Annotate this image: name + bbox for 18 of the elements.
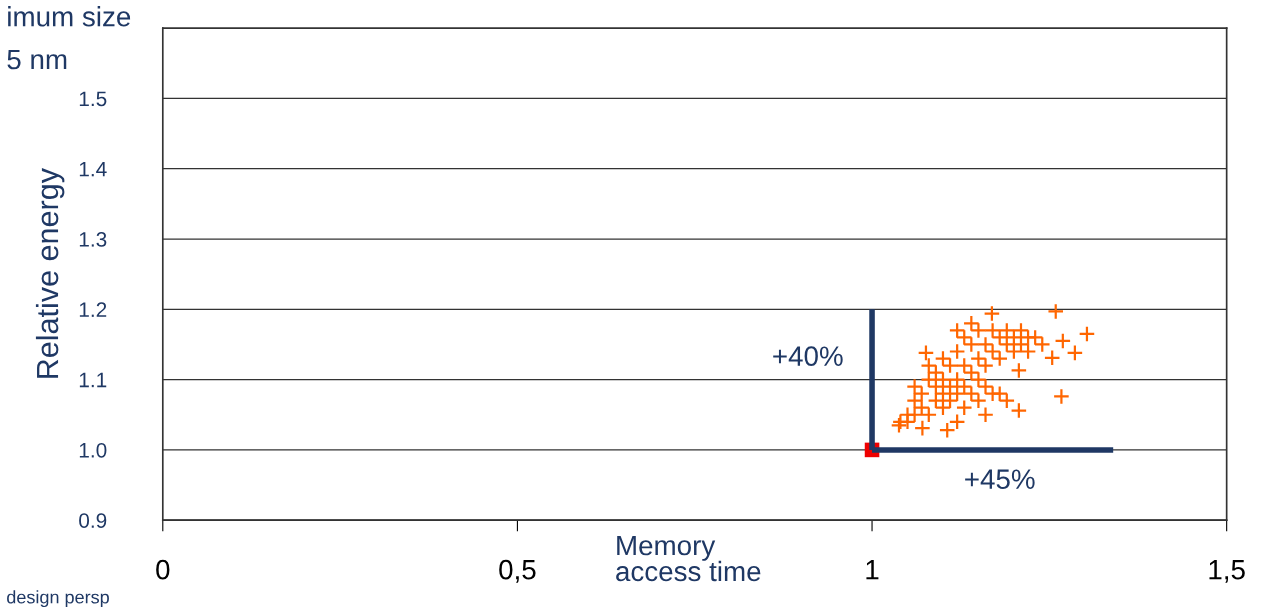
y-tick-label: 1.0 <box>79 442 107 458</box>
x-tick-label: 0,5 <box>499 559 536 583</box>
text: design persp <box>7 590 109 608</box>
y-tick-label: 1.2 <box>79 302 107 317</box>
y-tick-label: 1.1 <box>79 372 107 388</box>
annotation: +40% <box>773 346 843 366</box>
x-tick-label: 1,5 <box>1209 560 1245 583</box>
x-axis-title: Memory access time <box>616 535 761 582</box>
annotation: +45% <box>965 469 1035 489</box>
text: 5 nm <box>7 49 67 70</box>
text: imum size <box>8 6 131 27</box>
y-tick-label: 1.4 <box>79 161 107 177</box>
y-tick-label: 1.5 <box>79 91 107 107</box>
y-axis-title: Relative energy <box>35 168 65 378</box>
x-tick-label: 0 <box>156 559 170 580</box>
x-tick-label: 1 <box>866 560 879 580</box>
y-tick-label: 0.9 <box>79 513 107 528</box>
y-tick-label: 1.3 <box>79 232 107 247</box>
